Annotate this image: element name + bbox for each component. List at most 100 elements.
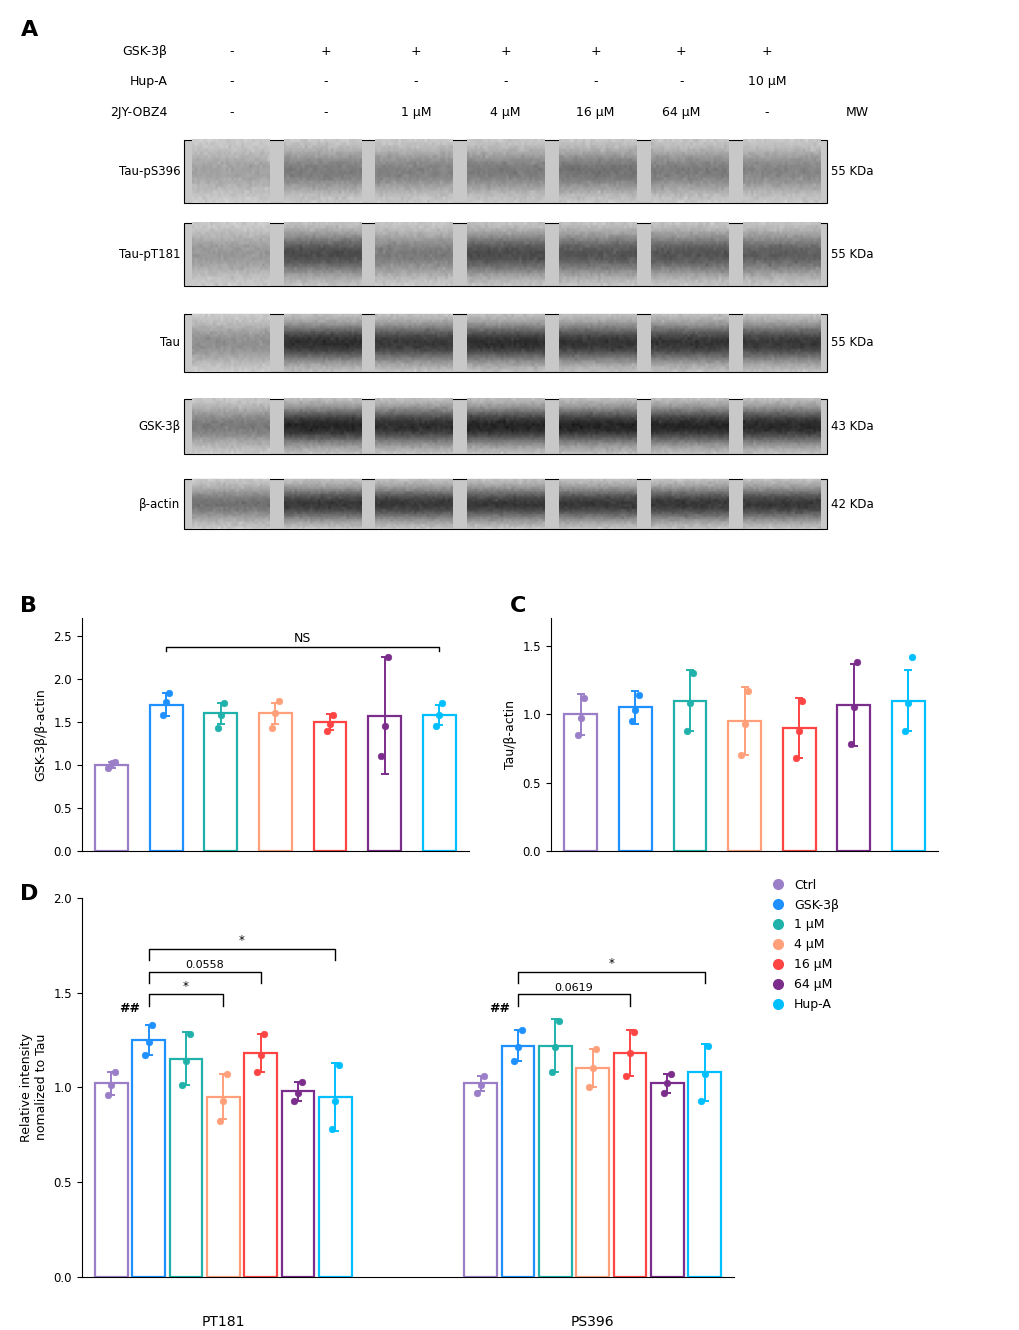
Bar (204, 713, 237, 851)
Bar (576, 1068, 608, 1277)
Bar (244, 1053, 277, 1277)
Text: +: + (761, 45, 771, 59)
Point (736, 713, 752, 734)
Text: -: - (679, 76, 683, 88)
Point (161, 682, 177, 704)
Bar (259, 713, 291, 851)
Text: 42 KDa: 42 KDa (830, 497, 873, 511)
Y-axis label: GSK-3β/β-actin: GSK-3β/β-actin (35, 689, 48, 781)
Text: PT181: PT181 (202, 1314, 245, 1329)
Point (100, 757, 116, 778)
Point (155, 705, 171, 726)
Bar (281, 1091, 314, 1277)
Point (174, 1075, 191, 1096)
Point (469, 1083, 485, 1104)
Text: 4 μM: 4 μM (490, 105, 521, 118)
Text: 55 KDa: 55 KDa (830, 336, 873, 348)
Text: -: - (229, 105, 233, 118)
Text: +: + (410, 45, 421, 59)
Text: *: * (607, 956, 613, 970)
Point (685, 662, 701, 684)
Point (655, 1083, 672, 1104)
Bar (184, 140, 826, 203)
Point (270, 690, 286, 712)
Point (322, 713, 338, 734)
Text: 55 KDa: 55 KDa (830, 165, 873, 178)
Text: 55 KDa: 55 KDa (830, 247, 873, 261)
Point (100, 1084, 116, 1105)
Point (256, 1024, 272, 1045)
Point (212, 705, 228, 726)
Text: -: - (593, 76, 597, 88)
Y-axis label: Tau/β-actin: Tau/β-actin (503, 701, 517, 769)
Point (699, 1035, 715, 1056)
Text: 16 μM: 16 μM (576, 105, 614, 118)
Text: MW: MW (845, 105, 868, 118)
Point (373, 746, 389, 767)
Point (107, 1061, 123, 1083)
Point (624, 710, 640, 732)
Point (794, 690, 810, 712)
Point (318, 720, 334, 741)
Text: +: + (320, 45, 331, 59)
Text: -: - (503, 76, 507, 88)
Text: 1 μM: 1 μM (400, 105, 431, 118)
Bar (207, 1097, 239, 1277)
Text: 10 μM: 10 μM (747, 76, 786, 88)
Text: D: D (20, 884, 39, 904)
Point (209, 717, 225, 738)
Point (569, 724, 585, 745)
Bar (892, 701, 924, 851)
Point (330, 1053, 346, 1075)
Point (572, 708, 588, 729)
Point (177, 1051, 194, 1072)
Point (658, 1073, 675, 1095)
Bar (169, 1059, 202, 1277)
Point (543, 1061, 559, 1083)
Point (137, 1044, 153, 1065)
Point (289, 1083, 306, 1104)
Point (158, 692, 174, 713)
Point (476, 1065, 492, 1087)
Text: Tau: Tau (160, 336, 180, 348)
Point (845, 697, 861, 718)
Point (325, 705, 341, 726)
Point (376, 716, 392, 737)
Point (900, 693, 916, 714)
Point (903, 646, 919, 668)
Text: -: - (413, 76, 418, 88)
Legend: Ctrl, GSK-3β, 1 μM, 4 μM, 16 μM, 64 μM, Hup-A: Ctrl, GSK-3β, 1 μM, 4 μM, 16 μM, 64 μM, … (759, 874, 843, 1016)
Text: -: - (229, 76, 233, 88)
Point (103, 753, 119, 774)
Point (842, 734, 858, 755)
Point (681, 693, 697, 714)
Text: 64 μM: 64 μM (661, 105, 700, 118)
Point (379, 646, 395, 668)
Point (513, 1020, 529, 1041)
Text: PS396: PS396 (571, 1314, 613, 1329)
Text: ##: ## (119, 1003, 141, 1015)
Bar (184, 479, 826, 529)
Point (181, 1024, 198, 1045)
Point (576, 688, 592, 709)
Point (141, 1031, 157, 1052)
Text: -: - (229, 45, 233, 59)
Bar (95, 1084, 127, 1277)
Point (896, 720, 912, 741)
Text: 0.0619: 0.0619 (554, 983, 593, 992)
Bar (613, 1053, 646, 1277)
Point (103, 1075, 119, 1096)
Text: *: * (238, 934, 245, 947)
Bar (650, 1084, 683, 1277)
Point (618, 1065, 634, 1087)
Text: Tau-pT181: Tau-pT181 (118, 247, 180, 261)
Text: -: - (323, 76, 328, 88)
Text: +: + (500, 45, 511, 59)
Point (218, 1064, 234, 1085)
Bar (150, 705, 182, 851)
Point (253, 1044, 269, 1065)
Text: 0.0558: 0.0558 (185, 960, 224, 970)
Point (581, 1077, 597, 1099)
Text: -: - (764, 105, 768, 118)
Text: B: B (20, 596, 38, 616)
